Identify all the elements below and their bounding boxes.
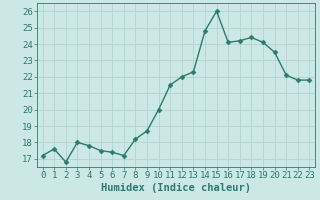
X-axis label: Humidex (Indice chaleur): Humidex (Indice chaleur) xyxy=(101,183,251,193)
